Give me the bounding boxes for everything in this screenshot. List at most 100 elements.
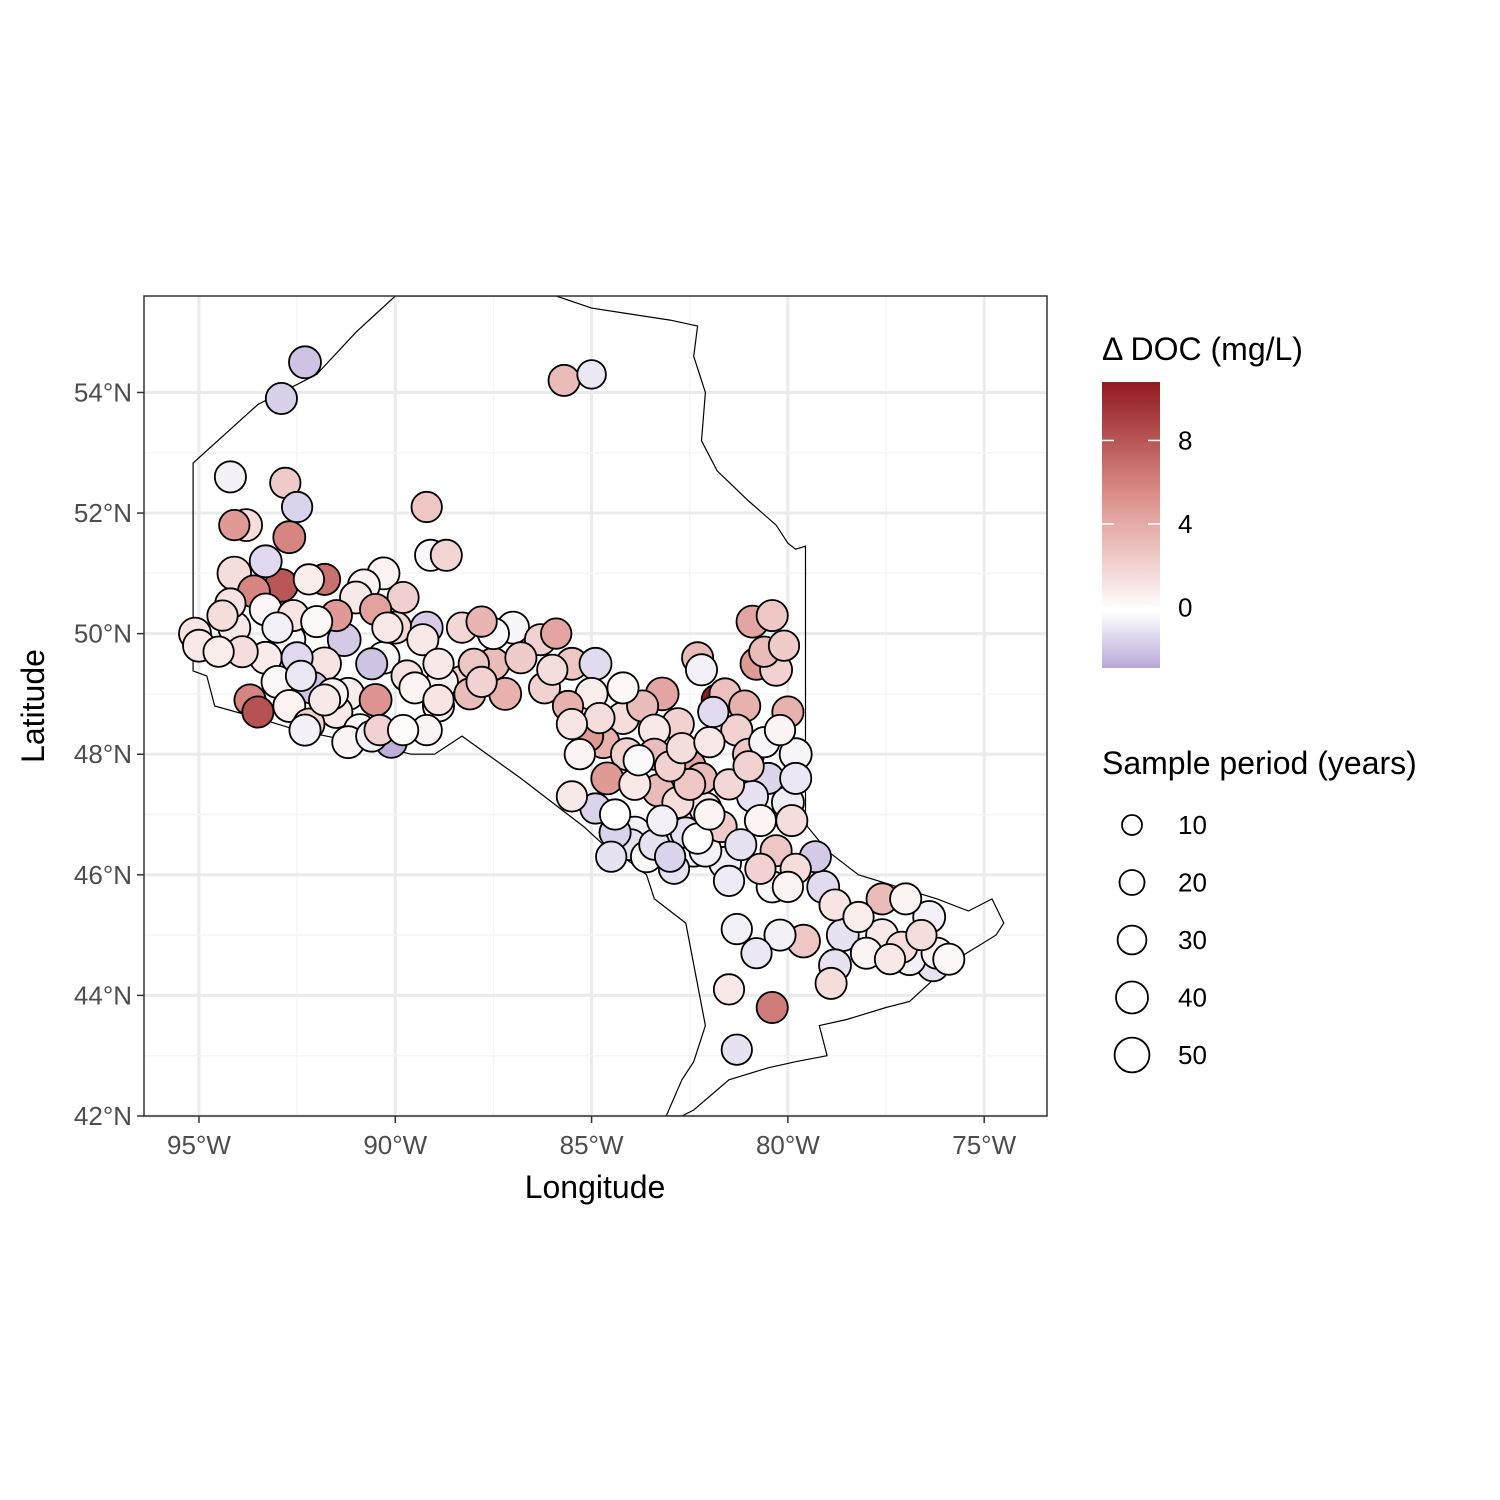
data-point (590, 761, 625, 796)
data-point (583, 701, 616, 735)
data-point (744, 852, 777, 885)
size-legend-title: Sample period (years) (1102, 745, 1417, 781)
data-point (740, 937, 773, 970)
data-point (536, 653, 569, 686)
data-point (873, 943, 907, 976)
data-point (386, 713, 420, 747)
data-point (540, 617, 573, 650)
y-axis: 42°N 44°N 46°N 48°N 50°N 52°N 54°N (74, 377, 144, 1131)
data-point (685, 653, 719, 687)
size-legend-key (1116, 924, 1148, 956)
data-point (712, 973, 746, 1006)
x-tick-label: 95°W (167, 1130, 231, 1160)
data-point (814, 966, 848, 1000)
size-legend-key (1121, 814, 1143, 836)
data-point (720, 1033, 753, 1066)
data-point (763, 918, 797, 952)
data-point (288, 713, 322, 747)
data-point (771, 870, 805, 904)
y-tick-label: 50°N (74, 619, 132, 649)
color-legend-label: 0 (1178, 592, 1192, 622)
data-point (288, 345, 322, 380)
data-point (653, 840, 687, 873)
y-axis-title: Latitude (15, 649, 51, 763)
data-point (932, 942, 966, 976)
data-point (504, 641, 538, 675)
color-legend: Δ DOC (mg/L) 8 4 0 (1102, 331, 1303, 668)
data-point (308, 683, 342, 717)
x-tick-label: 75°W (952, 1130, 1016, 1160)
data-point (465, 665, 498, 699)
size-legend-key (1113, 1036, 1151, 1074)
data-point (598, 798, 632, 831)
data-point (842, 900, 875, 934)
data-point (241, 695, 275, 729)
data-point (555, 707, 589, 741)
data-point (206, 599, 239, 632)
data-point (272, 520, 307, 555)
x-tick-label: 90°W (363, 1130, 427, 1160)
data-point (712, 864, 746, 898)
data-point (693, 726, 726, 759)
y-tick-label: 44°N (74, 980, 132, 1010)
data-point (767, 629, 801, 662)
color-legend-bar (1102, 382, 1160, 668)
data-point (429, 538, 463, 572)
data-point (724, 828, 758, 862)
size-legend-label: 50 (1178, 1040, 1207, 1070)
data-point (775, 804, 809, 838)
data-point (606, 671, 640, 705)
data-point (665, 732, 699, 765)
data-point (693, 798, 726, 831)
size-legend-key (1118, 869, 1146, 896)
color-legend-title: Δ DOC (mg/L) (1102, 331, 1303, 367)
data-point (743, 804, 777, 838)
data-point (646, 804, 679, 837)
data-point (386, 581, 420, 615)
size-legend-label: 40 (1178, 983, 1207, 1013)
province-boundary (192, 296, 1005, 1116)
data-point (732, 750, 765, 783)
data-point (578, 646, 613, 681)
x-tick-label: 85°W (560, 1130, 624, 1160)
data-point (355, 647, 389, 681)
data-point (755, 991, 789, 1025)
data-point (284, 659, 318, 693)
size-legend-label: 20 (1178, 868, 1207, 898)
data-point (905, 918, 938, 952)
data-point (202, 635, 235, 668)
data-point (889, 882, 923, 916)
y-tick-label: 52°N (74, 498, 132, 528)
data-point (213, 460, 247, 494)
data-point (264, 381, 298, 415)
x-axis: 95°W 90°W 85°W 80°W 75°W (167, 1116, 1017, 1160)
data-point (371, 611, 404, 644)
data-point (422, 683, 455, 717)
y-tick-label: 48°N (74, 739, 132, 769)
color-legend-label: 8 (1178, 425, 1192, 455)
data-point (218, 508, 251, 542)
data-point (622, 744, 655, 777)
data-point (555, 780, 589, 813)
data-point (763, 713, 797, 747)
data-point (779, 761, 813, 795)
data-point (300, 605, 334, 639)
data-point (358, 683, 393, 717)
data-points (178, 345, 966, 1066)
data-point (292, 563, 325, 596)
data-point (720, 912, 753, 946)
plot-panel-border (143, 295, 1048, 1117)
data-point (410, 490, 443, 524)
y-tick-label: 54°N (74, 377, 132, 407)
size-legend: Sample period (years) 10 20 30 40 50 (1102, 745, 1417, 1074)
color-legend-label: 4 (1178, 509, 1192, 539)
data-point (595, 840, 628, 873)
data-point (280, 490, 314, 524)
data-point (248, 544, 283, 579)
size-legend-label: 10 (1178, 810, 1207, 840)
y-tick-label: 46°N (74, 860, 132, 890)
size-legend-key (1115, 980, 1149, 1015)
data-point (547, 363, 581, 397)
data-point (755, 599, 789, 633)
data-point (406, 623, 440, 657)
